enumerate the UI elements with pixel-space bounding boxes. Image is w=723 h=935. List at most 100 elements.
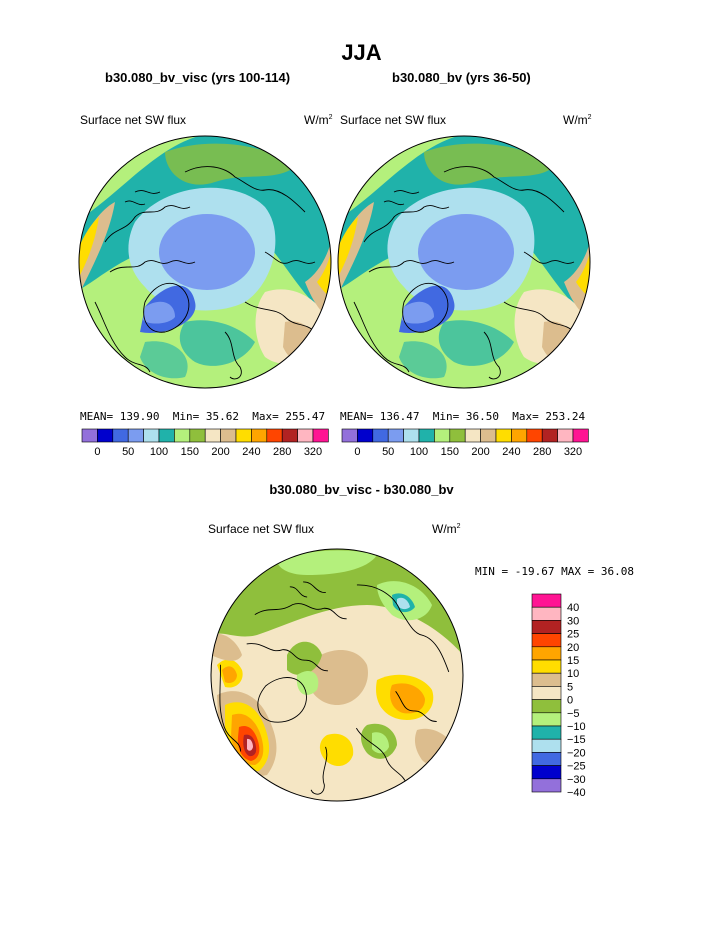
panel1-colorbar: 0 50 100 150 200 240 280 320 <box>81 428 329 458</box>
panel3-map <box>210 548 464 802</box>
panel2-min-label: Min= <box>432 410 460 423</box>
panel2-min: 36.50 <box>465 410 499 423</box>
panel3-colorbar-tick-1: 30 <box>567 615 579 627</box>
panel1-map <box>78 135 332 389</box>
panel3-colorbar-box-12 <box>531 752 562 766</box>
panel3-colorbar-box-13 <box>531 765 562 780</box>
panel1-colorbar-box-6 <box>174 428 191 443</box>
panel3-colorbar-tick-12: −25 <box>567 761 586 773</box>
panel3-map-border <box>210 548 464 802</box>
panel3-max: 36.08 <box>600 565 634 578</box>
panel3-colorbar-tick-2: 25 <box>567 629 579 641</box>
panel1-max-label: Max= <box>252 410 279 423</box>
panel3-colorbar-tick-10: −15 <box>567 734 586 746</box>
panel1-colorbar-tick-5: 240 <box>242 446 260 458</box>
panel3-colorbar-box-5 <box>531 659 562 674</box>
panel3-colorbar-box-6 <box>531 672 562 687</box>
panel2-mean: 136.47 <box>379 410 420 423</box>
panel1-colorbar-box-8 <box>204 428 221 443</box>
panel3-colorbar-box-0 <box>531 593 562 608</box>
panel3-min: -19.67 <box>514 565 555 578</box>
panel1-units: W/m2 <box>304 113 333 127</box>
panel3-colorbar-tick-14: −40 <box>567 787 586 799</box>
panel2-map <box>337 135 591 389</box>
panel1-colorbar-tick-4: 200 <box>211 446 229 458</box>
panel2-colorbar-box-2 <box>372 428 389 443</box>
panel1-min: 35.62 <box>205 410 239 423</box>
panel1-colorbar-box-3 <box>127 428 144 443</box>
panel1-units-base: W/m <box>304 113 329 127</box>
panel3-colorbar-tick-11: −20 <box>567 747 586 759</box>
panel1-colorbar-box-2 <box>112 428 129 443</box>
panel1-colorbar-box-1 <box>97 428 114 443</box>
panel1-field-label: Surface net SW flux <box>80 113 187 127</box>
panel3-colorbar-tick-9: −10 <box>567 721 586 733</box>
page-title: JJA <box>341 40 382 65</box>
panel2-colorbar-tick-2: 100 <box>410 446 428 458</box>
panel2-colorbar-tick-4: 200 <box>471 446 489 458</box>
panel3-colorbar-box-1 <box>531 606 562 621</box>
panel2-colorbar-box-0 <box>341 428 358 443</box>
panel1-units-exp: 2 <box>328 114 333 121</box>
panel2-colorbar-box-1 <box>357 428 374 443</box>
panel1-colorbar-box-12 <box>266 428 283 443</box>
panel1-colorbar-box-4 <box>143 428 160 443</box>
panel2-colorbar-box-5 <box>418 428 435 443</box>
panel2-colorbar-box-3 <box>387 428 404 443</box>
panel3-units: W/m2 <box>432 522 461 536</box>
panel2-colorbar-box-9 <box>480 428 497 443</box>
panel2-field-label: Surface net SW flux <box>340 113 447 127</box>
panel1-colorbar-tick-3: 150 <box>181 446 199 458</box>
panel2-map-border <box>337 135 591 389</box>
panel2-stats: MEAN= 136.47 Min= 36.50 Max= 253.24 <box>340 410 585 423</box>
panel2-colorbar-box-12 <box>526 428 543 443</box>
panel1-stats: MEAN= 139.90 Min= 35.62 Max= 255.47 <box>80 410 325 423</box>
panel3-colorbar-tick-8: −5 <box>567 708 580 720</box>
panel2-colorbar: 0 50 100 150 200 240 280 320 <box>341 428 589 458</box>
panel2-colorbar-box-8 <box>464 428 481 443</box>
panel1-colorbar-tick-6: 280 <box>273 446 291 458</box>
panel2-colorbar-tick-5: 240 <box>502 446 520 458</box>
panel1-mean-label: MEAN= <box>80 410 114 423</box>
panel2-colorbar-box-15 <box>572 428 589 443</box>
panel1-colorbar-box-9 <box>220 428 237 443</box>
panel2-colorbar-box-14 <box>557 428 574 443</box>
panel1-colorbar-box-5 <box>158 428 175 443</box>
panel2-colorbar-box-4 <box>403 428 420 443</box>
panel3-colorbar-tick-0: 40 <box>567 602 579 614</box>
panel3-colorbar-box-2 <box>531 620 562 634</box>
panel2-colorbar-tick-3: 150 <box>441 446 459 458</box>
panel1-colorbar-box-10 <box>235 428 252 443</box>
panel1-map-border <box>78 135 332 389</box>
panel1-colorbar-tick-0: 0 <box>94 446 100 458</box>
panel3-colorbar-box-10 <box>531 725 562 740</box>
panel3-title: b30.080_bv_visc - b30.080_bv <box>269 482 454 497</box>
panel3-colorbar-box-14 <box>531 778 562 793</box>
panel3-stats: MIN = -19.67 MAX = 36.08 <box>475 565 634 578</box>
panel2-colorbar-box-11 <box>511 428 528 443</box>
panel2-colorbar-box-7 <box>449 428 466 443</box>
panel1-colorbar-box-14 <box>297 428 314 443</box>
panel3-colorbar-tick-3: 20 <box>567 642 579 654</box>
panel3-colorbar-tick-7: 0 <box>567 695 573 707</box>
panel2-units-exp: 2 <box>587 114 592 121</box>
panel3-field-label: Surface net SW flux <box>208 522 315 536</box>
panel1-mean: 139.90 <box>119 410 160 423</box>
panel1-colorbar-box-0 <box>81 428 98 443</box>
panel2-colorbar-tick-7: 320 <box>564 446 582 458</box>
panel3-colorbar-box-8 <box>531 699 562 714</box>
panel3-colorbar-box-9 <box>531 712 562 727</box>
panel2-units-base: W/m <box>563 113 588 127</box>
panel1-max: 255.47 <box>285 410 326 423</box>
panel1-colorbar-tick-2: 100 <box>150 446 168 458</box>
panel2-colorbar-box-13 <box>541 428 558 443</box>
panel2-max: 253.24 <box>545 410 586 423</box>
panel3-colorbar-tick-5: 10 <box>567 668 579 680</box>
panel1-min-label: Min= <box>172 410 200 423</box>
panel3-colorbar-tick-13: −30 <box>567 774 586 786</box>
panel2-colorbar-tick-1: 50 <box>382 446 394 458</box>
panel2-colorbar-tick-6: 280 <box>533 446 551 458</box>
panel3-colorbar-box-4 <box>531 646 562 661</box>
